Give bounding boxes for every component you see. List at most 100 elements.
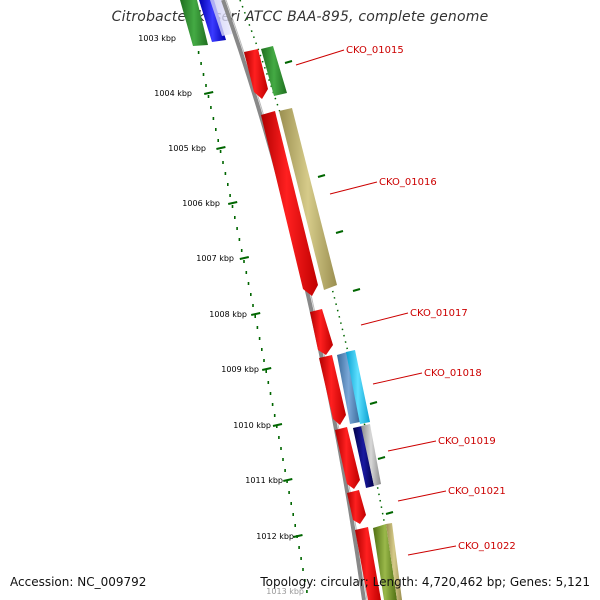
tick-dot xyxy=(236,227,238,230)
tick-ring xyxy=(191,36,308,593)
tick-dot xyxy=(284,469,286,472)
cds-feature-01021 xyxy=(347,490,366,524)
tick-dot xyxy=(300,557,302,560)
gene-label-cko-01022: CKO_01022 xyxy=(458,541,516,552)
feature-green-top xyxy=(180,0,208,46)
tick-dot xyxy=(267,381,270,384)
tick-dot xyxy=(278,436,280,439)
tick-label-1013: 1013 kbp xyxy=(266,587,304,596)
tick-dot xyxy=(271,403,274,406)
tick-dot xyxy=(265,370,267,373)
tick-dot xyxy=(252,304,254,307)
cds-feature-01022 xyxy=(355,527,381,600)
genome-backbone-shadow xyxy=(225,0,368,600)
feature-green-01015 xyxy=(261,46,287,96)
major-tick xyxy=(203,91,214,95)
major-tick xyxy=(250,312,261,316)
tick-dot xyxy=(280,447,282,450)
tick-dot xyxy=(273,414,276,417)
tick-dot xyxy=(224,172,227,175)
tick-dot xyxy=(254,315,256,318)
tick-dot xyxy=(250,293,252,296)
tick-label-1005: 1005 kbp xyxy=(168,144,206,153)
accession-text: Accession: NC_009792 xyxy=(10,575,147,589)
tick-dot xyxy=(217,139,219,142)
tick-dot xyxy=(290,502,292,505)
tick-dot xyxy=(229,194,231,197)
feature-cyan-01018 xyxy=(346,350,370,424)
tick-label-1004: 1004 kbp xyxy=(154,89,192,98)
tick-label-1006: 1006 kbp xyxy=(182,199,220,208)
genome-summary-text: Topology: circular; Length: 4,720,462 bp… xyxy=(260,575,590,589)
tick-dot xyxy=(306,590,308,593)
tick-dot xyxy=(234,216,236,219)
tick-dot xyxy=(202,73,205,76)
gene-label-cko-01019: CKO_01019 xyxy=(438,436,496,447)
gene-labels: CKO_01015 CKO_01016 CKO_01017 CKO_01018 … xyxy=(346,45,516,552)
tick-dot xyxy=(261,348,263,351)
tick-dot xyxy=(197,51,200,54)
gene-label-cko-01017: CKO_01017 xyxy=(410,308,468,319)
tick-dot xyxy=(282,458,284,461)
tick-label-1010: 1010 kbp xyxy=(233,421,271,430)
cds-feature-01019 xyxy=(335,427,360,489)
tick-dot xyxy=(227,183,229,186)
outer-track-features xyxy=(261,46,402,600)
tick-dot xyxy=(243,260,245,263)
tick-dot xyxy=(210,106,212,109)
tick-dot xyxy=(231,205,234,208)
major-tick xyxy=(272,423,283,427)
gene-label-cko-01016: CKO_01016 xyxy=(379,177,437,188)
tick-label-1009: 1009 kbp xyxy=(221,365,259,374)
cds-feature-01017 xyxy=(310,309,333,355)
tick-dot xyxy=(269,392,272,395)
major-tick xyxy=(239,256,250,260)
outer-ring xyxy=(239,0,399,600)
tick-dot xyxy=(207,95,210,98)
major-tick xyxy=(293,534,303,538)
tick-dot xyxy=(215,128,217,131)
tick-dot xyxy=(205,84,207,87)
tick-dot xyxy=(212,117,215,120)
major-tick xyxy=(216,146,226,150)
tick-dot xyxy=(288,491,290,494)
tick-dot xyxy=(304,579,306,582)
feature-steel-01018 xyxy=(337,352,360,424)
tick-dot xyxy=(240,249,243,252)
major-tick xyxy=(283,478,293,482)
tick-dot xyxy=(294,524,296,527)
tick-dot xyxy=(247,282,250,285)
feature-gray-01019 xyxy=(361,424,381,486)
feature-khaki-01022 xyxy=(386,523,402,600)
cds-feature-01015 xyxy=(244,49,268,99)
major-tick xyxy=(227,201,238,205)
label-leaders xyxy=(295,49,457,556)
gene-label-cko-01015: CKO_01015 xyxy=(346,45,404,56)
cds-feature-01018 xyxy=(319,355,346,425)
feature-olive-01022 xyxy=(373,524,397,600)
major-tick xyxy=(261,367,272,371)
tick-dot xyxy=(219,150,222,153)
tick-label-1007: 1007 kbp xyxy=(196,254,234,263)
gene-label-cko-01018: CKO_01018 xyxy=(424,368,482,379)
tick-label-1008: 1008 kbp xyxy=(209,310,247,319)
tick-label-1011: 1011 kbp xyxy=(245,476,283,485)
tick-dot xyxy=(276,425,278,428)
tick-dot xyxy=(245,271,248,274)
tick-label-1012: 1012 kbp xyxy=(256,532,294,541)
cds-feature-01016 xyxy=(261,111,318,296)
tick-dot xyxy=(238,238,241,241)
tick-dot xyxy=(200,62,202,65)
tick-dot xyxy=(298,546,300,549)
tick-labels: 1003 kbp 1004 kbp 1005 kbp 1006 kbp 1007… xyxy=(138,34,304,596)
tick-dot xyxy=(302,568,304,571)
outer-ring-ticks xyxy=(284,60,394,515)
tick-dot xyxy=(256,326,259,329)
tick-dot xyxy=(292,513,294,516)
gene-label-cko-01021: CKO_01021 xyxy=(448,486,506,497)
tick-label-1003: 1003 kbp xyxy=(138,34,176,43)
genome-backbone xyxy=(221,0,366,600)
tick-dot xyxy=(286,480,288,483)
feature-navy-01019 xyxy=(353,426,374,488)
